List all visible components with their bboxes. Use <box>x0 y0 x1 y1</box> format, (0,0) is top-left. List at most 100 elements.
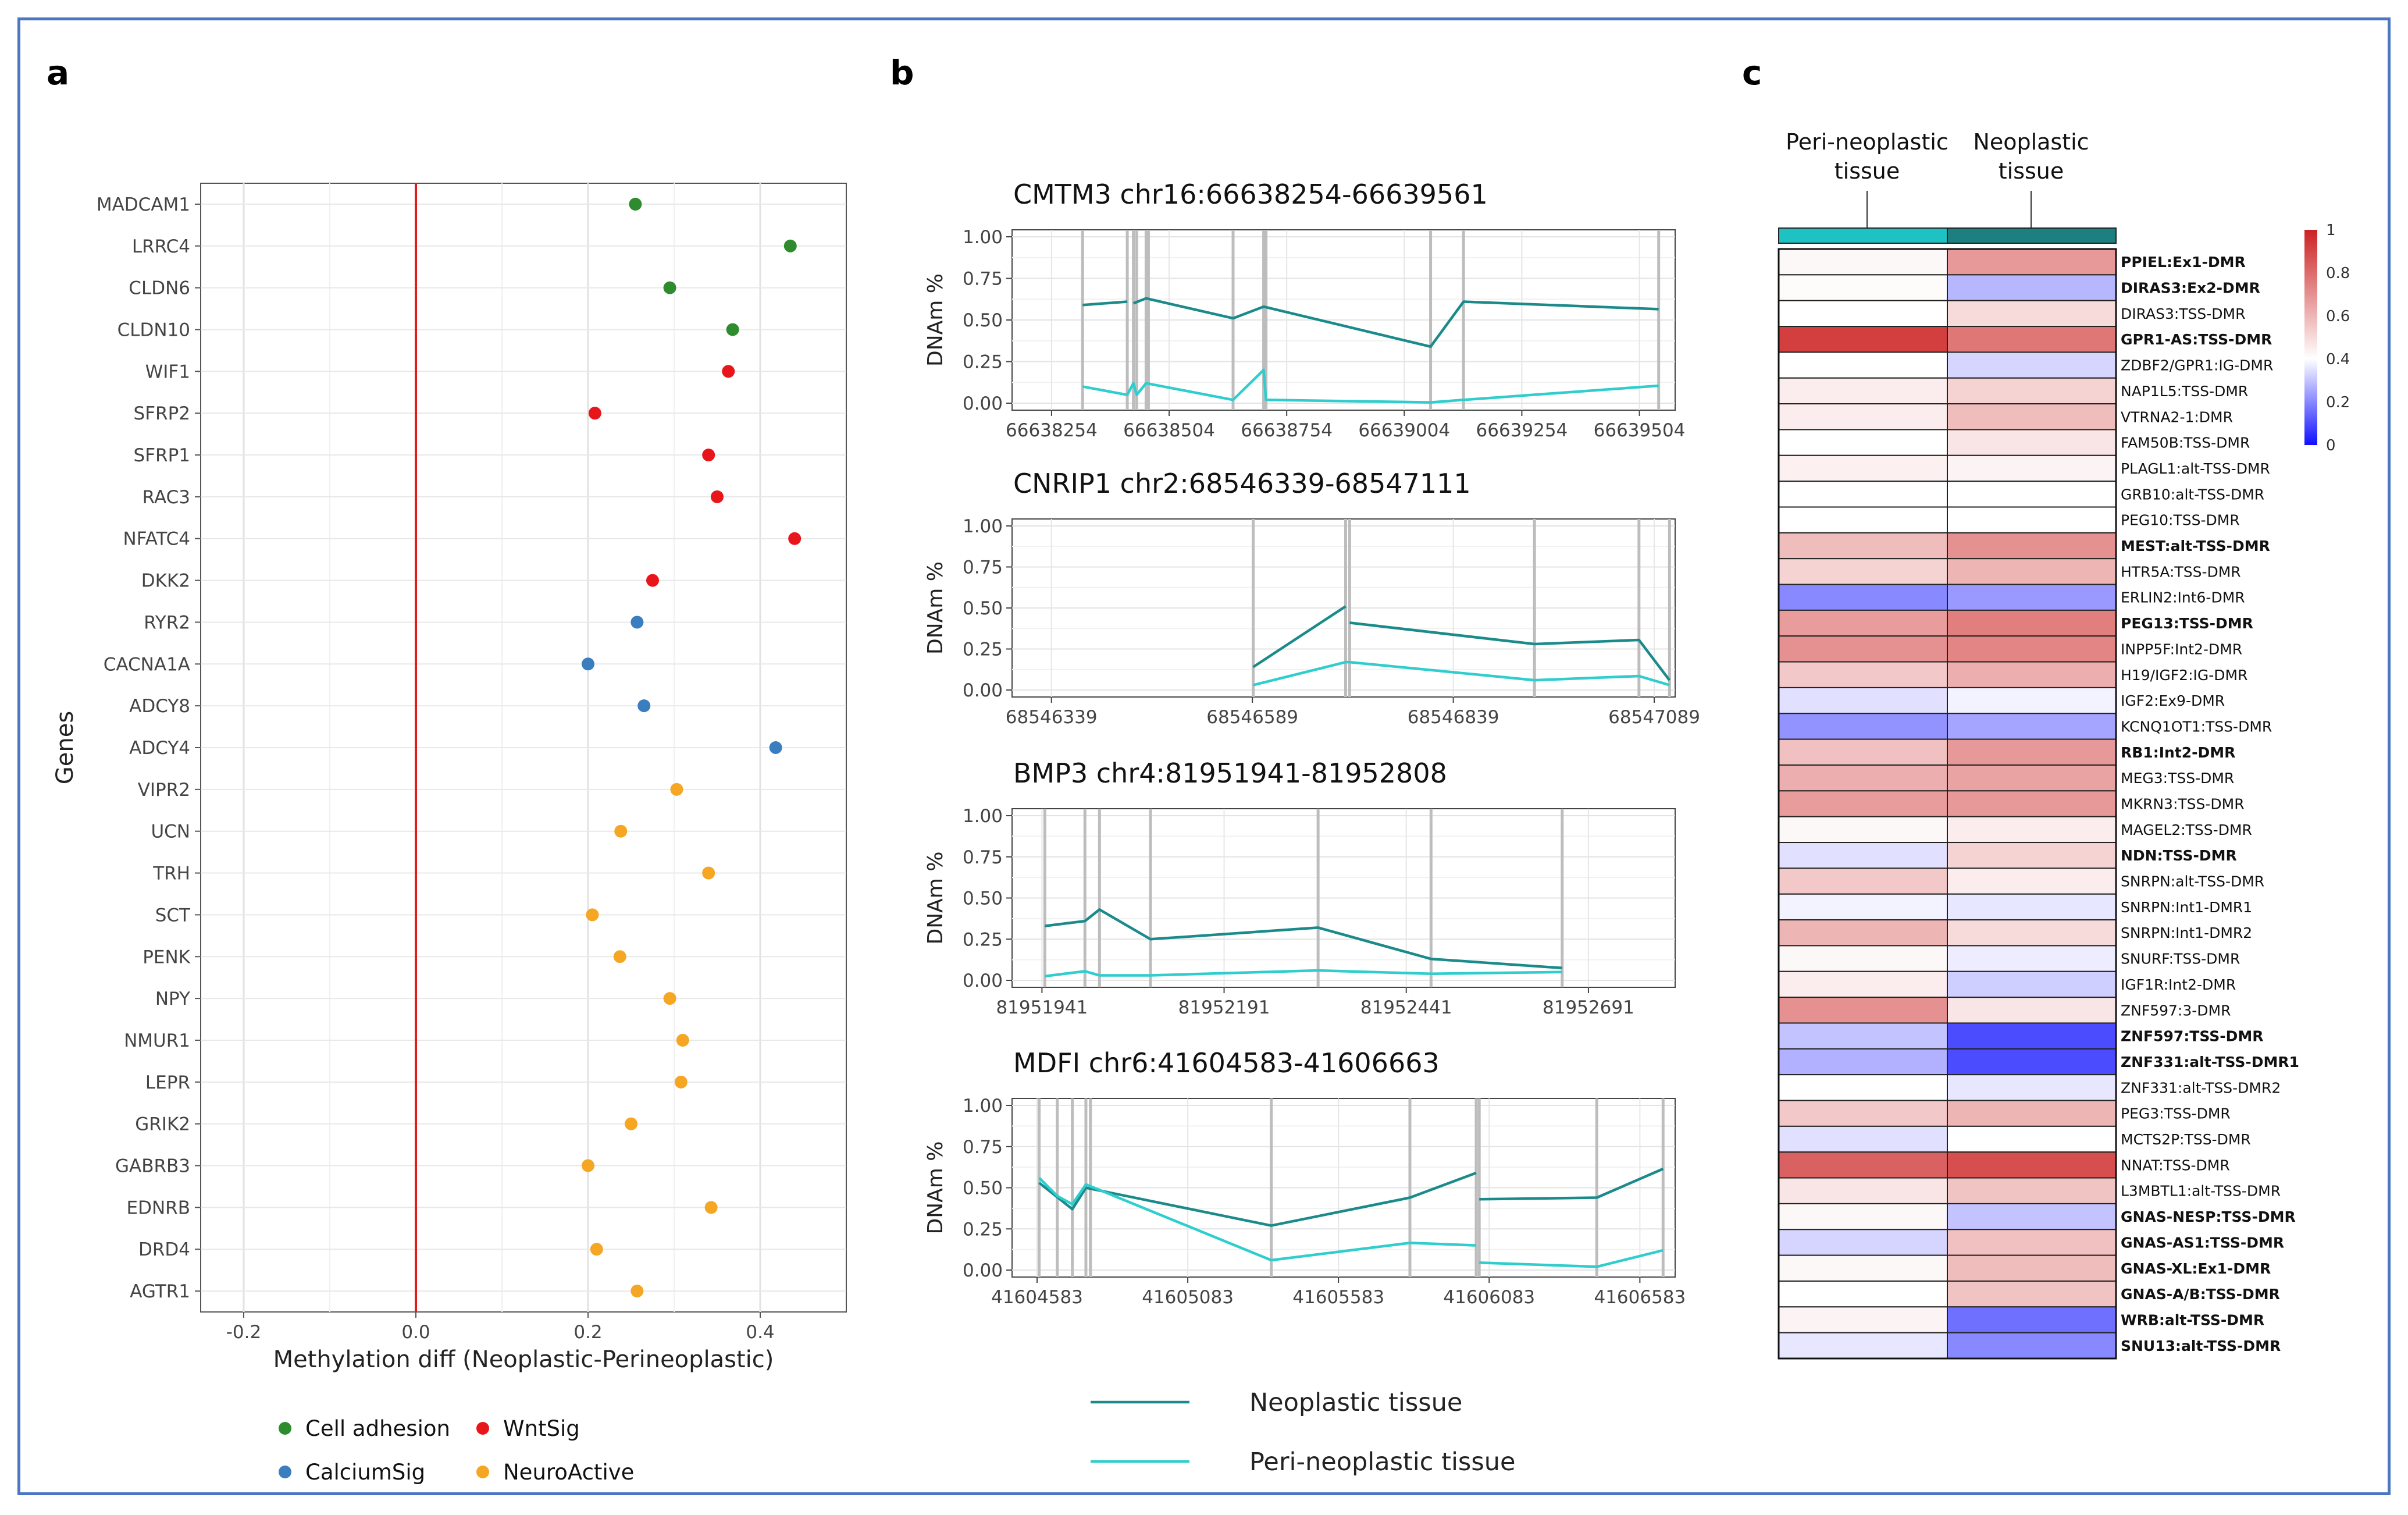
row-label-mest-alt-tss-dmr: MEST:alt-TSS-DMR <box>2121 538 2270 554</box>
point-sct <box>586 908 599 922</box>
point-trh <box>702 866 715 880</box>
y-tick-label: 0.25 <box>963 929 1003 950</box>
point-cacna1a <box>582 657 594 671</box>
row-label-gnas-as1-tss-dmr: GNAS-AS1:TSS-DMR <box>2121 1234 2284 1251</box>
row-label-peg10-tss-dmr: PEG10:TSS-DMR <box>2121 512 2240 529</box>
row-label-ppiel-ex1-dmr: PPIEL:Ex1-DMR <box>2121 254 2246 271</box>
colorbar-tick-label: 0.8 <box>2326 265 2350 282</box>
y-tick-label: 0.50 <box>963 598 1003 619</box>
figure-frame <box>17 17 2391 1495</box>
subplot-title: MDFI chr6:41604583-41606663 <box>1013 1047 1440 1079</box>
gene-label-cldn6: CLDN6 <box>129 278 190 299</box>
series-line-peri-neoplastic-tissue <box>1082 368 1659 404</box>
point-dkk2 <box>646 574 659 587</box>
heatmap-border <box>1777 248 2117 1360</box>
point-drd4 <box>590 1243 603 1256</box>
cell-peri-mcts2p-tss-dmr <box>1778 1125 1948 1153</box>
column-header-peri-line1: Peri-neoplastic <box>1786 129 1949 155</box>
row-label-l3mbtl1-alt-tss-dmr: L3MBTL1:alt-TSS-DMR <box>2121 1183 2281 1200</box>
point-nmur1 <box>676 1033 689 1047</box>
column-header-neo-line1: Neoplastic <box>1973 129 2089 155</box>
y-axis-title: DNAm % <box>924 1141 947 1235</box>
y-tick-label: 1.00 <box>963 516 1003 537</box>
annotation-bar-neo <box>1947 227 2117 244</box>
x-tick-label: 68546339 <box>1006 707 1098 728</box>
gene-label-adcy8: ADCY8 <box>129 696 190 717</box>
panel-label-b: b <box>890 53 914 93</box>
point-cldn6 <box>663 281 676 294</box>
row-label-zdbf2-gpr1-ig-dmr: ZDBF2/GPR1:IG-DMR <box>2121 357 2273 374</box>
colorbar <box>2304 230 2317 445</box>
y-tick-label: 0.50 <box>963 310 1003 331</box>
colorbar-tick-label: 0 <box>2326 437 2336 454</box>
cell-peri-peg10-tss-dmr <box>1778 506 1948 534</box>
row-label-gnas-nesp-tss-dmr: GNAS-NESP:TSS-DMR <box>2121 1208 2296 1225</box>
column-header-neo-line2: tissue <box>1999 158 2064 184</box>
point-cldn10 <box>726 323 739 336</box>
cell-peri-gnas-xl-ex1-dmr <box>1778 1254 1948 1282</box>
cell-peri-mest-alt-tss-dmr <box>1778 532 1948 560</box>
cell-peri-peg13-tss-dmr <box>1778 609 1948 637</box>
cell-neo-gpr1-as-tss-dmr <box>1947 326 2117 353</box>
point-gabrb3 <box>582 1159 594 1172</box>
point-npy <box>663 992 676 1005</box>
cell-neo-gnas-xl-ex1-dmr <box>1947 1254 2117 1282</box>
colorbar-tick-label: 0.4 <box>2326 351 2350 368</box>
y-axis-title: DNAm % <box>924 852 947 945</box>
gene-label-ednrb: EDNRB <box>127 1197 190 1218</box>
point-wif1 <box>722 365 735 378</box>
cell-peri-inpp5f-int2-dmr <box>1778 635 1948 663</box>
y-axis-title: DNAm % <box>924 561 947 655</box>
point-vipr2 <box>670 783 683 796</box>
y-tick-label: 0.75 <box>963 1137 1003 1158</box>
gene-label-gabrb3: GABRB3 <box>115 1156 190 1177</box>
cell-peri-ndn-tss-dmr <box>1778 842 1948 869</box>
point-rac3 <box>711 490 724 503</box>
gene-label-dkk2: DKK2 <box>141 571 190 592</box>
x-tick-label: 66639254 <box>1476 420 1568 441</box>
x-tick-label: 41605583 <box>1292 1287 1384 1308</box>
cell-neo-vtrna2-1-dmr <box>1947 403 2117 431</box>
cell-peri-gnas-as1-tss-dmr <box>1778 1229 1948 1256</box>
y-tick-label: 0.25 <box>963 639 1003 660</box>
gene-label-cldn10: CLDN10 <box>117 319 190 340</box>
subplot-cmtm3: 0.00 0.25 0.50 0.75 1.00 66638254 66638504 6663… <box>924 179 1685 441</box>
x-axis-title-a: Methylation diff (Neoplastic-Perineoplas… <box>273 1346 774 1373</box>
point-ucn <box>614 824 628 838</box>
row-label-htr5a-tss-dmr: HTR5A:TSS-DMR <box>2121 563 2241 580</box>
row-label-snrpn-alt-tss-dmr: SNRPN:alt-TSS-DMR <box>2121 873 2264 890</box>
x-tick-label: 41606583 <box>1594 1287 1686 1308</box>
row-label-znf597-tss-dmr: ZNF597:TSS-DMR <box>2121 1028 2264 1045</box>
row-label-wrb-alt-tss-dmr: WRB:alt-TSS-DMR <box>2121 1311 2264 1328</box>
gene-label-nmur1: NMUR1 <box>124 1030 190 1051</box>
row-label-snrpn-int1-dmr1: SNRPN:Int1-DMR1 <box>2121 899 2252 916</box>
colorbar-tick-label: 0.6 <box>2326 308 2350 325</box>
x-tick-label: 41606083 <box>1443 1287 1535 1308</box>
legend-marker-cell-adhesion <box>279 1422 291 1435</box>
cell-neo-inpp5f-int2-dmr <box>1947 635 2117 663</box>
y-tick-label: 0.25 <box>963 352 1003 373</box>
cell-peri-snu13-alt-tss-dmr <box>1778 1332 1948 1359</box>
y-tick-label: 0.75 <box>963 557 1003 578</box>
gene-label-sct: SCT <box>155 905 191 926</box>
series-line-peri-neoplastic-tissue <box>1045 969 1562 978</box>
y-tick-label: 1.00 <box>963 227 1003 248</box>
subplot-cnrip1: 0.00 0.25 0.50 0.75 1.00 68546339 68546589 6854… <box>924 468 1700 728</box>
point-sfrp2 <box>588 407 601 420</box>
row-label-peg3-tss-dmr: PEG3:TSS-DMR <box>2121 1105 2231 1122</box>
row-label-igf2-ex9-dmr: IGF2:Ex9-DMR <box>2121 692 2225 709</box>
x-tick-label: 0.0 <box>401 1322 430 1343</box>
row-label-znf331-alt-tss-dmr1: ZNF331:alt-TSS-DMR1 <box>2121 1054 2299 1071</box>
y-tick-label: 1.00 <box>963 1096 1003 1116</box>
row-label-gpr1-as-tss-dmr: GPR1-AS:TSS-DMR <box>2121 331 2272 348</box>
point-adcy4 <box>769 741 782 754</box>
cell-neo-igf1r-int2-dmr <box>1947 970 2117 998</box>
x-tick-label: 81952191 <box>1178 997 1270 1018</box>
row-label-mkrn3-tss-dmr: MKRN3:TSS-DMR <box>2121 796 2245 813</box>
series-line-neoplastic-tissue <box>1132 297 1659 348</box>
cell-neo-fam50b-tss-dmr <box>1947 429 2117 456</box>
cell-peri-ppiel-ex1-dmr <box>1778 248 1948 276</box>
cell-neo-wrb-alt-tss-dmr <box>1947 1306 2117 1333</box>
cell-peri-grb10-alt-tss-dmr <box>1778 481 1948 508</box>
